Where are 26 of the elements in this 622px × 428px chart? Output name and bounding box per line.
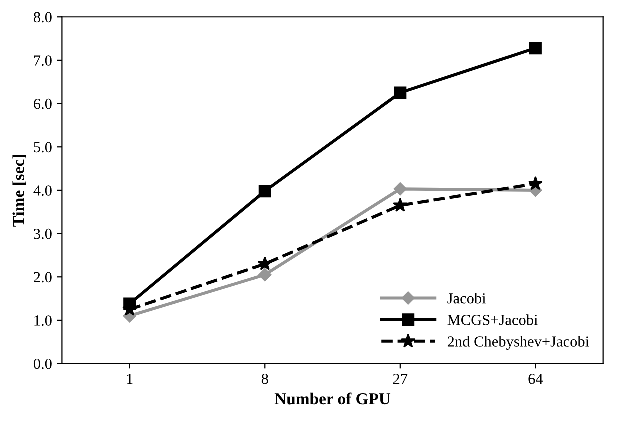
y-tick-label: 8.0 [34, 12, 52, 23]
point [258, 185, 272, 198]
point [394, 182, 407, 196]
y-axis-title: Time [sec] [12, 155, 27, 227]
point [394, 86, 407, 100]
y-tick-label: 7.0 [34, 56, 52, 66]
point [529, 42, 542, 55]
legend-label: MCGS+Jacobi [448, 314, 538, 326]
y-tick-label: 4.0 [34, 186, 52, 196]
y-tick-label: 6.0 [34, 98, 52, 110]
x-tick-label: 27 [393, 374, 408, 384]
x-tick-label: 1 [127, 374, 133, 384]
point [393, 198, 408, 212]
x-tick-label: 8 [262, 374, 268, 384]
point [258, 256, 272, 270]
point [528, 176, 543, 190]
x-axis-title: Number of GPU [274, 392, 391, 405]
y-tick-label: 0.0 [34, 358, 52, 370]
x-tick-label: 64 [528, 374, 544, 384]
point [258, 268, 272, 282]
y-tick-label: 1.0 [34, 316, 52, 326]
y-tick-label: 2.0 [34, 272, 52, 283]
legend-label: 2nd Chebyshev+Jacobi [448, 336, 590, 350]
y-tick-label: 3.0 [34, 228, 52, 240]
legend-label: Jacobi [448, 292, 486, 304]
y-tick-label: 5.0 [34, 142, 52, 153]
